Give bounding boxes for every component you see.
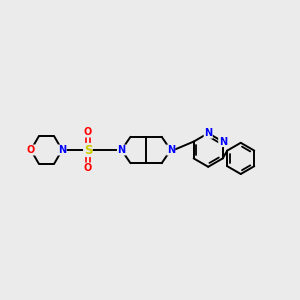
Text: O: O xyxy=(27,145,35,155)
Text: N: N xyxy=(117,145,126,155)
Text: N: N xyxy=(167,145,175,155)
Text: N: N xyxy=(219,136,227,147)
Text: O: O xyxy=(84,127,92,137)
Text: S: S xyxy=(84,143,92,157)
Text: O: O xyxy=(84,163,92,173)
Text: N: N xyxy=(204,128,212,138)
Text: N: N xyxy=(58,145,66,155)
